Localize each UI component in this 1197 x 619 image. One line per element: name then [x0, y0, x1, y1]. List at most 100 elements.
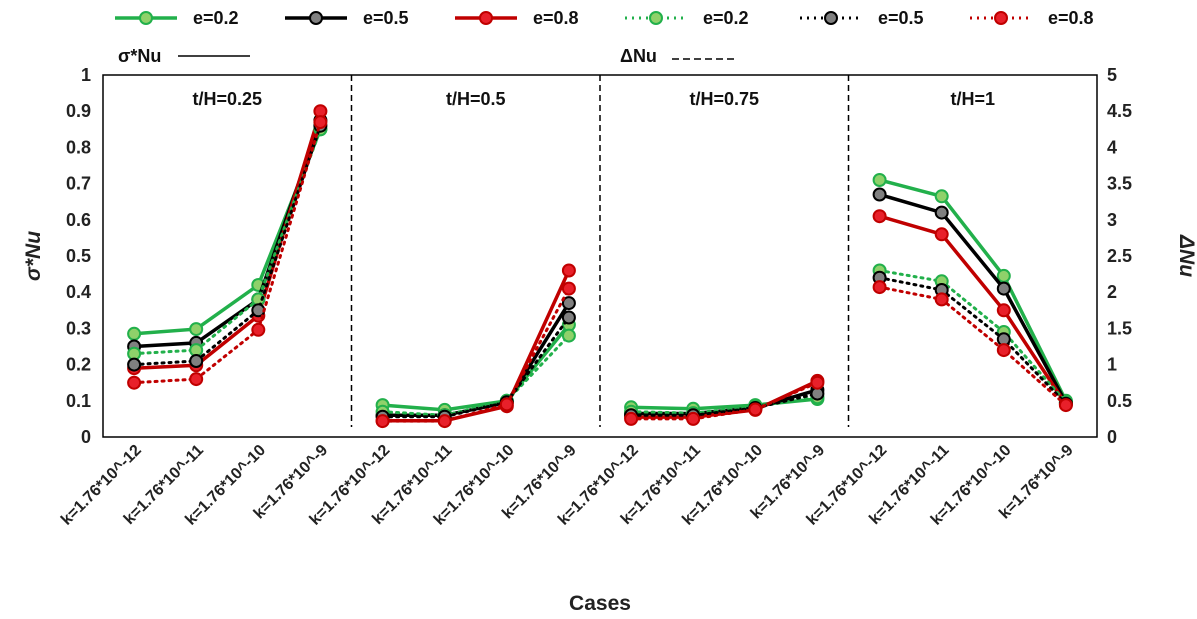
y-right-tick-label: 4.5 [1107, 101, 1132, 121]
data-point [686, 411, 701, 426]
series-line-segment [629, 381, 819, 421]
panel-label: t/H=1 [950, 89, 995, 109]
data-point [499, 397, 514, 412]
series-line-segment [132, 127, 322, 356]
y-left-tick-label: 0.3 [66, 318, 91, 338]
y-left-tick-label: 0 [81, 427, 91, 447]
legend-marker [994, 11, 1008, 25]
data-point [934, 205, 949, 220]
legend-group-delta-nu: ΔNu [620, 46, 657, 66]
data-point [624, 411, 639, 426]
y-right-tick-label: 1.5 [1107, 318, 1132, 338]
series-line-segment [132, 118, 323, 349]
x-axis-category-labels: k=1.76*10^-12k=1.76*10^-11k=1.76*10^-10k… [58, 442, 1077, 529]
data-point [189, 372, 204, 387]
series-line-segment [878, 285, 1068, 407]
y-right-tick-label: 5 [1107, 65, 1117, 85]
legend-label: e=0.8 [1048, 8, 1094, 28]
series-line-segment [381, 287, 571, 423]
panel-label: t/H=0.25 [192, 89, 262, 109]
data-point [934, 292, 949, 307]
data-point [251, 322, 266, 337]
series-line-segment [381, 334, 571, 417]
y-left-tick-label: 0.6 [66, 210, 91, 230]
y-right-tick-label: 2 [1107, 282, 1117, 302]
data-point [437, 414, 452, 429]
series-line-segment [877, 214, 1068, 407]
data-point [561, 281, 576, 296]
panel-labels: t/H=0.25 t/H=0.5 t/H=0.75 t/H=1 [192, 89, 995, 109]
data-point [996, 281, 1011, 296]
x-axis-title: Cases [569, 592, 631, 615]
series-delta-nu-e-0-8 [127, 115, 1073, 429]
data-point [189, 322, 204, 337]
data-point [872, 209, 887, 224]
y-right-tick-label: 2.5 [1107, 246, 1132, 266]
legend-marker [309, 11, 323, 25]
legend-group-sigma-nu: σ*Nu [118, 46, 161, 66]
data-point [810, 375, 825, 390]
series-group [127, 104, 1073, 429]
series-line-segment [132, 127, 323, 336]
data-point [127, 357, 142, 372]
series-line-segment [877, 192, 1068, 405]
data-point [561, 328, 576, 343]
panel-label: t/H=0.75 [689, 89, 759, 109]
y-right-tick-label: 4 [1107, 137, 1117, 157]
series-line-segment [877, 178, 1068, 403]
y-left-tick-label: 0.9 [66, 101, 91, 121]
data-point [934, 227, 949, 242]
data-point [189, 354, 204, 368]
series-line-segment [132, 120, 322, 385]
panel-separators [350, 75, 850, 427]
legend: e=0.2 e=0.5 e=0.8 e=0.2 e=0.5 e=0.8 [115, 8, 1094, 28]
data-point [561, 296, 576, 311]
data-point [1058, 398, 1073, 413]
data-point [996, 303, 1011, 318]
data-point [127, 326, 142, 341]
data-point [996, 343, 1011, 358]
data-point [872, 280, 887, 295]
data-point [313, 115, 328, 130]
y-left-tick-label: 0.2 [66, 355, 91, 375]
data-point [375, 414, 390, 429]
y-right-tick-label: 3.5 [1107, 174, 1132, 194]
legend-marker [479, 11, 493, 25]
y-left-tick-label: 0.5 [66, 246, 91, 266]
legend-label: e=0.5 [878, 8, 924, 28]
data-point [996, 268, 1011, 283]
legend-label: e=0.2 [193, 8, 239, 28]
y-left-tick-label: 0.1 [66, 391, 91, 411]
series-line-segment [878, 269, 1068, 404]
y-axis-right-title: ΔNu [1175, 234, 1197, 277]
y-left-tick-label: 0.7 [66, 174, 91, 194]
legend-label: e=0.5 [363, 8, 409, 28]
data-point [872, 187, 887, 202]
y-axis-left-ticks: 0 0.1 0.2 0.3 0.4 0.5 0.6 0.7 0.8 0.9 1 [66, 65, 91, 447]
y-left-tick-label: 1 [81, 65, 91, 85]
y-axis-left-title: σ*Nu [22, 231, 45, 281]
data-point [748, 402, 763, 417]
series-line-segment [132, 109, 323, 370]
legend-label: e=0.8 [533, 8, 579, 28]
series-line-segment [629, 392, 819, 417]
data-point [561, 263, 576, 278]
data-point [561, 310, 576, 325]
y-left-tick-label: 0.8 [66, 137, 91, 157]
panel-label: t/H=0.5 [446, 89, 506, 109]
y-right-tick-label: 3 [1107, 210, 1117, 230]
y-left-tick-label: 0.4 [66, 282, 91, 302]
legend-marker [824, 11, 838, 25]
series-line-segment [381, 316, 571, 419]
series-line-segment [380, 323, 571, 412]
legend-marker [139, 11, 153, 25]
legend-label: e=0.2 [703, 8, 749, 28]
y-right-tick-label: 1 [1107, 355, 1117, 375]
y-right-tick-label: 0 [1107, 427, 1117, 447]
data-point [127, 375, 142, 390]
series-line-segment [132, 124, 322, 367]
data-point [934, 189, 949, 204]
data-point [872, 173, 887, 187]
legend-marker [649, 11, 663, 25]
